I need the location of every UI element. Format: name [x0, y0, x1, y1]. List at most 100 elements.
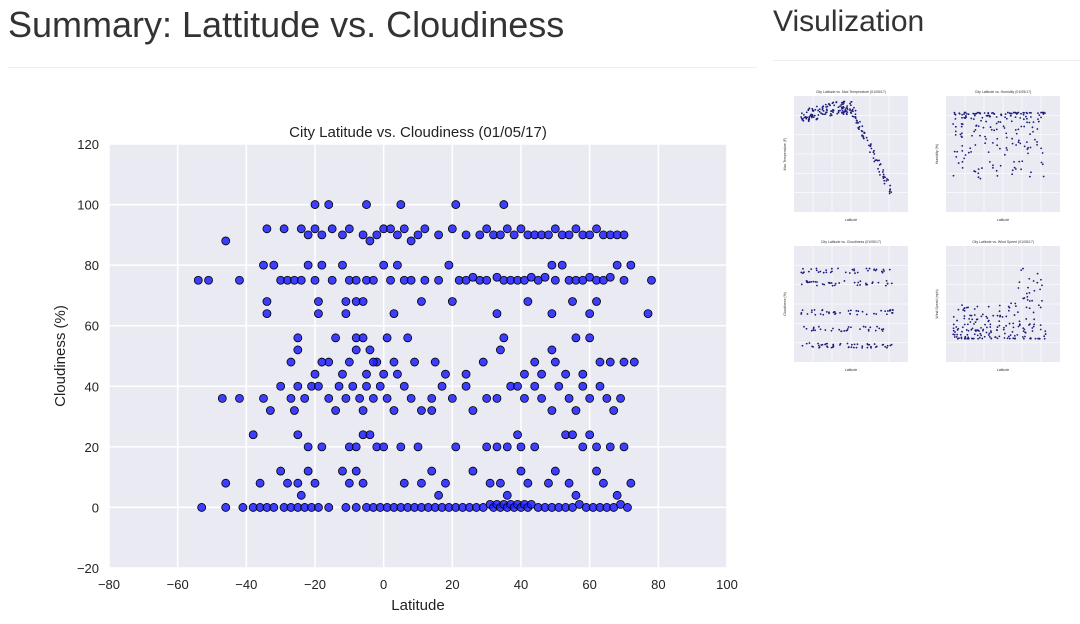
thumbnail-point [885, 279, 888, 282]
thumbnail-point [851, 268, 854, 271]
thumbnail-point [847, 310, 850, 312]
thumbnail-point [817, 109, 820, 112]
thumbnail-point [829, 114, 832, 117]
thumbnail-point [957, 308, 960, 311]
thumbnail-point [821, 283, 824, 285]
data-point [557, 260, 567, 270]
thumbnail-point [803, 325, 805, 328]
thumbnail-point [1022, 113, 1025, 116]
data-point [276, 381, 286, 391]
data-point [520, 369, 529, 379]
thumbnail-point [967, 337, 970, 340]
thumbnail-temperature[interactable]: City Latitude vs. Max Temperature (01/05… [780, 86, 918, 226]
thumbnail-point [805, 280, 808, 282]
thumbnail-point [952, 323, 955, 326]
thumbnail-wind-speed[interactable]: City Latitude vs. Wind Speed (01/05/17) L… [932, 236, 1070, 376]
data-point [523, 297, 533, 306]
thumbnail-title: City Latitude vs. Wind Speed (01/05/17) [972, 240, 1034, 244]
thumbnail-point [810, 329, 813, 332]
data-point [461, 381, 471, 391]
thumbnail-point [1012, 337, 1015, 340]
thumbnail-point [1005, 324, 1008, 327]
data-point [619, 442, 629, 452]
thumbnail-point [810, 309, 813, 312]
thumbnail-point [953, 111, 956, 114]
thumbnail-point [841, 111, 843, 114]
thumbnail-x-label: Latitude [997, 368, 1010, 372]
data-point [482, 393, 492, 403]
data-point [417, 406, 426, 415]
thumbnail-point [954, 133, 957, 136]
thumbnail-point [1023, 145, 1026, 148]
thumbnail-point [854, 272, 856, 275]
thumbnail-point [996, 337, 999, 340]
thumbnail-point [815, 267, 818, 270]
data-point [554, 381, 564, 391]
thumbnail-point [853, 268, 856, 271]
x-tick-label: 80 [651, 577, 665, 592]
data-point [550, 357, 560, 367]
thumbnail-point [882, 328, 885, 330]
thumbnail-point [824, 103, 827, 106]
thumbnail-point [865, 267, 868, 270]
thumbnail-point [1020, 112, 1022, 115]
data-point [310, 200, 320, 209]
thumbnail-point [995, 169, 998, 172]
thumbnail-point [975, 112, 978, 115]
data-point [605, 357, 615, 367]
thumbnail-point [883, 175, 885, 178]
thumbnail-point [970, 150, 973, 153]
thumbnail-point [800, 313, 803, 315]
thumbnail-point [861, 125, 864, 128]
data-point [269, 503, 279, 512]
thumbnail-cloudiness[interactable]: City Latitude vs. Cloudiness (01/05/17) L… [780, 236, 918, 376]
thumbnail-point [979, 332, 982, 335]
thumbnail-point [827, 103, 830, 105]
data-point [495, 478, 505, 488]
data-point [348, 381, 358, 391]
data-point [279, 224, 289, 234]
thumbnail-point [987, 334, 990, 336]
thumbnail-point [1009, 114, 1012, 117]
thumbnail-point [824, 113, 827, 115]
x-tick-label: −40 [235, 577, 257, 592]
thumbnail-point [953, 333, 956, 336]
thumbnail-point [825, 271, 828, 274]
data-point [283, 478, 292, 488]
thumbnail-point [844, 109, 847, 112]
data-point [616, 393, 625, 403]
thumbnail-point [1041, 299, 1043, 302]
thumbnail-point [855, 121, 858, 124]
thumbnail-point [801, 344, 804, 347]
data-point [379, 442, 389, 452]
thumbnail-point [861, 310, 864, 313]
data-point [482, 442, 492, 452]
data-point [255, 478, 265, 488]
thumbnail-point [1017, 128, 1020, 131]
thumbnail-y-label: Humidity (%) [935, 144, 939, 164]
thumbnail-point [800, 283, 803, 286]
thumbnail-point [954, 331, 956, 333]
thumbnail-point [984, 135, 986, 138]
data-point [248, 430, 258, 440]
thumbnail-point [998, 324, 1001, 327]
data-point [434, 275, 444, 285]
thumbnail-point [856, 271, 859, 274]
data-point [197, 503, 207, 512]
thumbnail-point [1028, 307, 1031, 310]
data-point [478, 357, 488, 367]
thumbnail-humidity[interactable]: City Latitude vs. Humidity (01/05/17) Lat… [932, 86, 1070, 226]
thumbnail-point [989, 326, 992, 328]
data-point [317, 357, 327, 367]
thumbnail-point [854, 109, 857, 112]
thumbnail-point [1032, 311, 1035, 314]
thumbnail-point [859, 120, 861, 123]
thumbnail-point [998, 320, 1001, 323]
thumbnail-point [810, 113, 812, 116]
thumbnail-point [995, 122, 998, 125]
thumbnail-point [840, 107, 843, 110]
thumbnail-point [883, 179, 886, 182]
thumbnail-point [867, 343, 869, 346]
data-point [300, 393, 310, 403]
thumbnail-point [1044, 333, 1047, 335]
